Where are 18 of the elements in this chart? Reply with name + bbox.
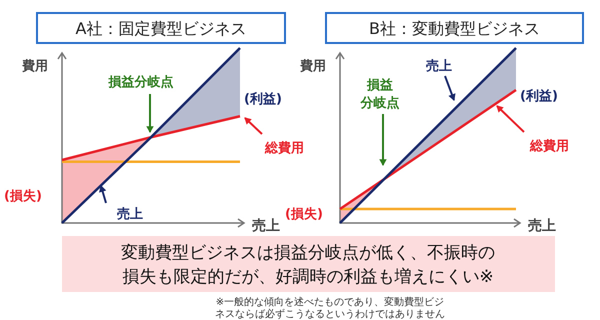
- x-axis-title: 売上: [528, 218, 556, 234]
- annotation: (利益): [520, 88, 558, 104]
- text: (損失): [4, 189, 42, 204]
- text: 売上: [117, 207, 143, 222]
- annotation: 損益分岐点: [108, 74, 174, 90]
- chart-title: A社：固定費型ビジネス: [76, 19, 246, 38]
- text: ※一般的な傾向を述べたものであり、変動費型ビジネスならば必ずこうなるというわけではありません: [215, 296, 445, 320]
- text: 変動費型ビジネスは損益分岐点が低く、不振時の損失も限定的だが、好調時の利益も増えにくい※: [121, 243, 495, 287]
- y-axis-title: 費用: [299, 59, 326, 74]
- text: (損失): [285, 207, 323, 222]
- text: 総費用: [529, 139, 569, 154]
- y-axis-title: 費用: [21, 59, 48, 74]
- annotation: (利益): [244, 91, 282, 107]
- annotation: 損益分岐点: [360, 78, 400, 111]
- text: 売上: [426, 59, 452, 74]
- legend-label: 総費用: [264, 141, 304, 156]
- x-axis-title: 売上: [252, 218, 280, 234]
- chart-title: B社：変動費型ビジネス: [369, 19, 540, 38]
